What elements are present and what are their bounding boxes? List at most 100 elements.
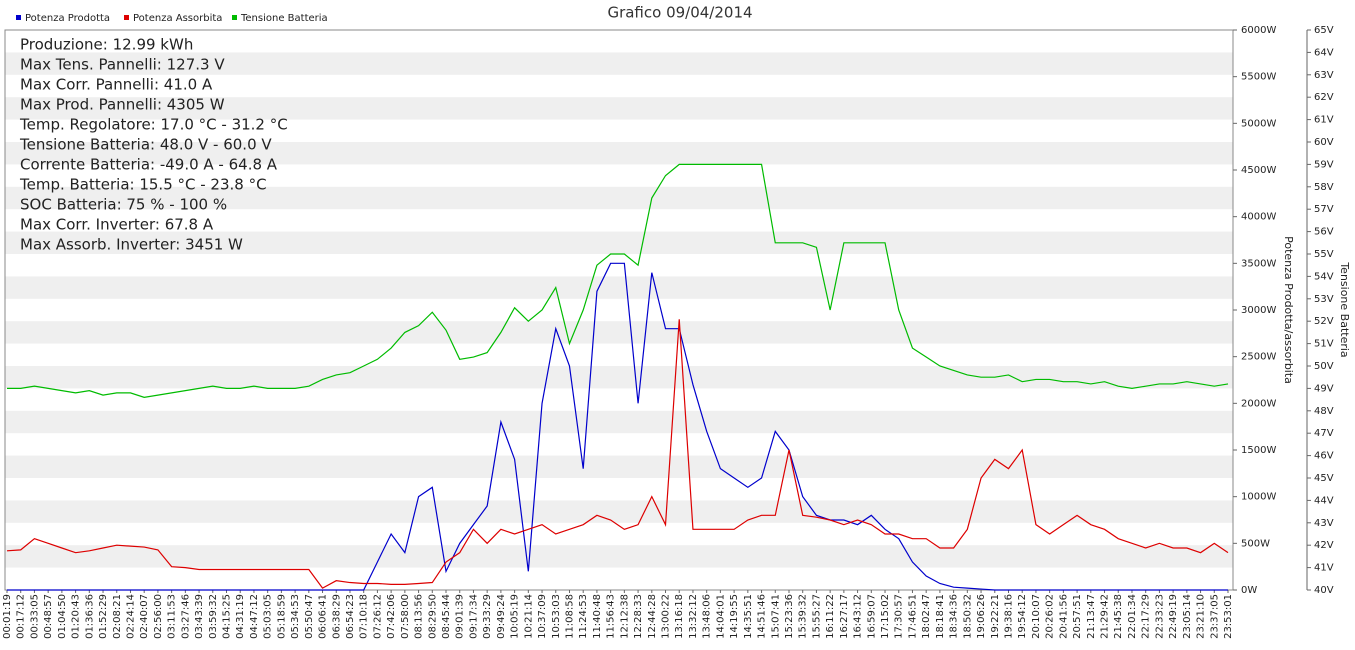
x-tick-label: 18:02:47 <box>921 594 932 639</box>
info-line: Produzione: 12.99 kWh <box>20 36 193 54</box>
y-tick-label: 4000W <box>1241 212 1276 223</box>
x-tick-label: 18:34:36 <box>949 594 960 639</box>
x-tick-label: 21:29:42 <box>1100 594 1111 639</box>
x-tick-label: 09:01:39 <box>455 594 466 639</box>
grid-band <box>5 276 1233 299</box>
x-tick-label: 16:11:22 <box>825 594 836 639</box>
y2-tick-label: 47V <box>1314 428 1334 439</box>
x-tick-label: 00:17:12 <box>16 594 27 639</box>
x-tick-label: 15:55:27 <box>811 594 822 639</box>
x-tick-label: 16:59:07 <box>866 594 877 639</box>
x-tick-label: 13:32:12 <box>688 594 699 639</box>
x-tick-label: 21:45:38 <box>1113 594 1124 639</box>
x-tick-label: 09:49:24 <box>496 594 507 639</box>
info-line: Temp. Batteria: 15.5 °C - 23.8 °C <box>19 176 267 194</box>
grid-band <box>5 186 1233 210</box>
x-tick-label: 23:37:05 <box>1209 594 1220 639</box>
y-tick-label: 500W <box>1241 538 1270 549</box>
x-tick-label: 08:29:50 <box>427 594 438 639</box>
y2-tick-label: 45V <box>1314 473 1334 484</box>
y2-tick-label: 41V <box>1314 563 1334 574</box>
legend-swatch <box>124 15 129 20</box>
y2-tick-label: 46V <box>1314 451 1334 462</box>
x-tick-label: 14:51:46 <box>757 594 768 639</box>
x-tick-label: 04:31:19 <box>235 594 246 639</box>
x-tick-label: 04:47:12 <box>249 594 260 639</box>
info-line: Max Tens. Pannelli: 127.3 V <box>20 56 225 74</box>
y-tick-label: 1000W <box>1241 492 1276 503</box>
legend-label: Tensione Batteria <box>240 13 328 24</box>
y2-tick-label: 53V <box>1314 294 1334 305</box>
x-tick-label: 07:58:00 <box>400 594 411 639</box>
x-tick-label: 19:38:16 <box>1003 594 1014 639</box>
x-tick-label: 16:27:17 <box>839 594 850 639</box>
x-tick-label: 13:16:18 <box>674 594 685 639</box>
grid-band <box>5 231 1233 254</box>
grid-band <box>5 410 1233 434</box>
x-tick-label: 12:44:28 <box>647 594 658 639</box>
y2-tick-label: 43V <box>1314 518 1334 529</box>
x-tick-label: 20:57:51 <box>1072 594 1083 639</box>
x-tick-label: 09:17:34 <box>468 594 479 639</box>
x-tick-label: 01:04:50 <box>57 594 68 639</box>
y2-tick-label: 58V <box>1314 182 1334 193</box>
x-tick-label: 16:43:12 <box>853 594 864 639</box>
x-tick-label: 20:10:07 <box>1031 594 1042 639</box>
grid-band <box>5 500 1233 523</box>
x-tick-label: 01:20:43 <box>71 594 82 639</box>
x-tick-label: 17:46:51 <box>907 594 918 639</box>
x-tick-label: 13:00:22 <box>661 594 672 639</box>
x-tick-label: 03:27:46 <box>180 594 191 639</box>
y2-tick-label: 59V <box>1314 159 1334 170</box>
x-tick-label: 03:59:32 <box>208 594 219 639</box>
y-tick-label: 2000W <box>1241 398 1276 409</box>
x-tick-label: 04:15:25 <box>222 594 233 639</box>
x-tick-label: 02:40:07 <box>139 594 150 639</box>
x-tick-label: 22:01:34 <box>1127 594 1138 639</box>
y-tick-label: 0W <box>1241 585 1257 596</box>
info-line: Max Corr. Inverter: 67.8 A <box>20 216 214 234</box>
x-tick-label: 11:40:48 <box>592 594 603 639</box>
x-tick-label: 02:24:14 <box>125 594 136 639</box>
y-tick-label: 3000W <box>1241 305 1276 316</box>
y-tick-label: 4500W <box>1241 165 1276 176</box>
x-tick-label: 20:26:02 <box>1045 594 1056 639</box>
y-tick-label: 1500W <box>1241 445 1276 456</box>
info-line: Tensione Batteria: 48.0 V - 60.0 V <box>19 136 272 154</box>
x-tick-label: 18:18:41 <box>935 594 946 639</box>
grid-band <box>5 321 1233 344</box>
x-tick-label: 00:01:19 <box>2 594 13 639</box>
info-line: SOC Batteria: 75 % - 100 % <box>20 196 227 214</box>
y-tick-label: 5500W <box>1241 72 1276 83</box>
y2-tick-label: 64V <box>1314 47 1334 58</box>
x-tick-label: 21:13:47 <box>1086 594 1097 639</box>
y2-tick-label: 48V <box>1314 406 1334 417</box>
x-tick-label: 11:08:58 <box>564 594 575 639</box>
series-line <box>6 319 1229 589</box>
x-tick-label: 18:50:32 <box>962 594 973 639</box>
x-tick-label: 12:12:38 <box>619 594 630 639</box>
x-tick-label: 10:53:03 <box>551 594 562 639</box>
x-tick-label: 23:53:01 <box>1223 594 1234 639</box>
x-tick-label: 10:37:09 <box>537 594 548 639</box>
x-tick-label: 14:19:55 <box>729 594 740 639</box>
x-tick-label: 12:28:33 <box>633 594 644 639</box>
x-tick-label: 20:41:56 <box>1058 594 1069 639</box>
x-tick-label: 00:48:57 <box>43 594 54 639</box>
y2-tick-label: 51V <box>1314 339 1334 350</box>
grid-band <box>5 455 1233 478</box>
y2-tick-label: 61V <box>1314 115 1334 126</box>
series-line <box>7 262 1228 591</box>
x-tick-label: 05:18:59 <box>276 594 287 639</box>
info-line: Corrente Batteria: -49.0 A - 64.8 A <box>20 156 278 174</box>
x-tick-label: 19:22:21 <box>990 594 1001 639</box>
info-line: Max Prod. Pannelli: 4305 W <box>20 96 225 114</box>
x-tick-label: 17:30:57 <box>894 594 905 639</box>
x-tick-label: 05:34:53 <box>290 594 301 639</box>
grid-band <box>5 97 1233 120</box>
y-tick-label: 6000W <box>1241 25 1276 36</box>
y-axis-title: Potenza Prodotta/assorbita <box>1282 236 1295 384</box>
x-tick-label: 15:23:36 <box>784 594 795 639</box>
x-tick-label: 01:52:29 <box>98 594 109 639</box>
